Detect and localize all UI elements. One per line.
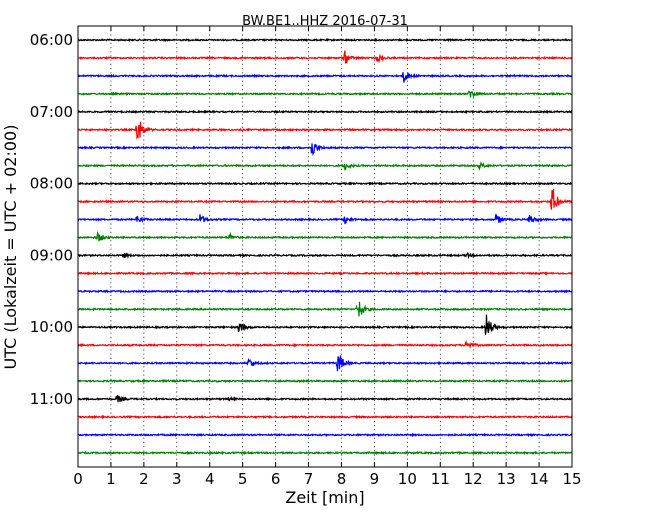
x-axis-ticks: 0 1 2 3 4 5 6 7 8 9 10 11 12 13 14 15 [73,26,582,488]
x-tick-label: 0 [73,470,83,488]
trace-1015 [77,340,573,349]
trace-0830 [77,213,573,225]
seismic-traces [77,37,573,456]
x-tick-label: 9 [370,470,380,488]
y-tick-label: 09:00 [30,246,73,264]
trace-0900 [77,252,573,260]
trace-0845 [77,230,573,242]
trace-0645 [77,90,573,99]
trace-1030 [77,355,573,372]
x-axis-label: Zeit [min] [285,488,364,507]
x-tick-label: 14 [530,470,549,488]
trace-0945 [77,301,573,317]
trace-0915 [77,271,573,276]
x-tick-label: 3 [172,470,182,488]
trace-1045 [77,378,573,384]
trace-1000 [77,314,573,335]
x-tick-label: 11 [431,470,450,488]
trace-0930 [77,289,573,294]
x-tick-label: 13 [497,470,516,488]
y-tick-label: 06:00 [30,31,73,49]
y-tick-label: 07:00 [30,103,73,121]
vertical-gridlines [110,26,540,467]
trace-1130 [77,432,573,438]
trace-0730 [77,143,573,157]
y-tick-label: 11:00 [30,390,73,408]
x-tick-label: 4 [205,470,215,488]
x-tick-label: 7 [304,470,314,488]
trace-1115 [77,414,573,420]
trace-0700 [77,109,573,115]
x-tick-label: 15 [562,470,581,488]
trace-0630 [77,72,573,83]
chart-title: BW.BE1..HHZ 2016-07-31 [242,14,408,29]
trace-1100 [77,394,573,403]
trace-0745 [77,161,573,171]
x-tick-label: 6 [271,470,281,488]
y-axis-label: UTC (Lokalzeit = UTC + 02:00) [1,125,20,370]
y-axis-ticks: 06:00 07:00 08:00 09:00 10:00 11:00 [30,31,572,408]
trace-0615 [77,50,573,64]
y-tick-label: 10:00 [30,318,73,336]
trace-1145 [77,450,573,456]
y-tick-label: 08:00 [30,175,73,193]
trace-0600 [77,37,573,43]
x-tick-label: 2 [139,470,149,488]
x-tick-label: 10 [398,470,417,488]
x-tick-label: 8 [337,470,347,488]
x-tick-label: 12 [464,470,483,488]
plot-frame [77,25,573,468]
x-tick-label: 5 [238,470,248,488]
trace-0715 [77,121,573,140]
x-tick-label: 1 [106,470,116,488]
trace-0800 [77,181,573,186]
trace-0815 [77,188,573,210]
